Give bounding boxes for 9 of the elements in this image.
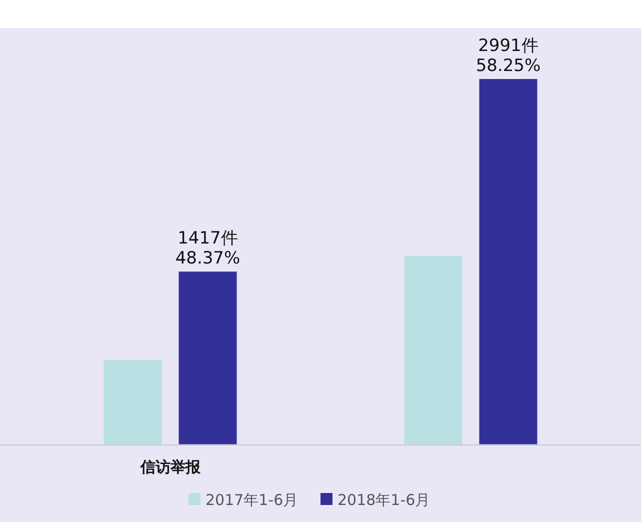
bar [479,79,538,445]
data-label: 2991件 58.25% [476,36,541,76]
data-label: 1417件 48.37% [175,228,240,269]
bar [404,256,462,445]
legend-label: 2018年1-6月 [338,491,430,509]
bar [178,272,237,445]
bar [104,360,162,445]
legend-label: 2017年1-6月 [206,491,298,509]
x-tick-label: 信访举报 [139,458,202,476]
